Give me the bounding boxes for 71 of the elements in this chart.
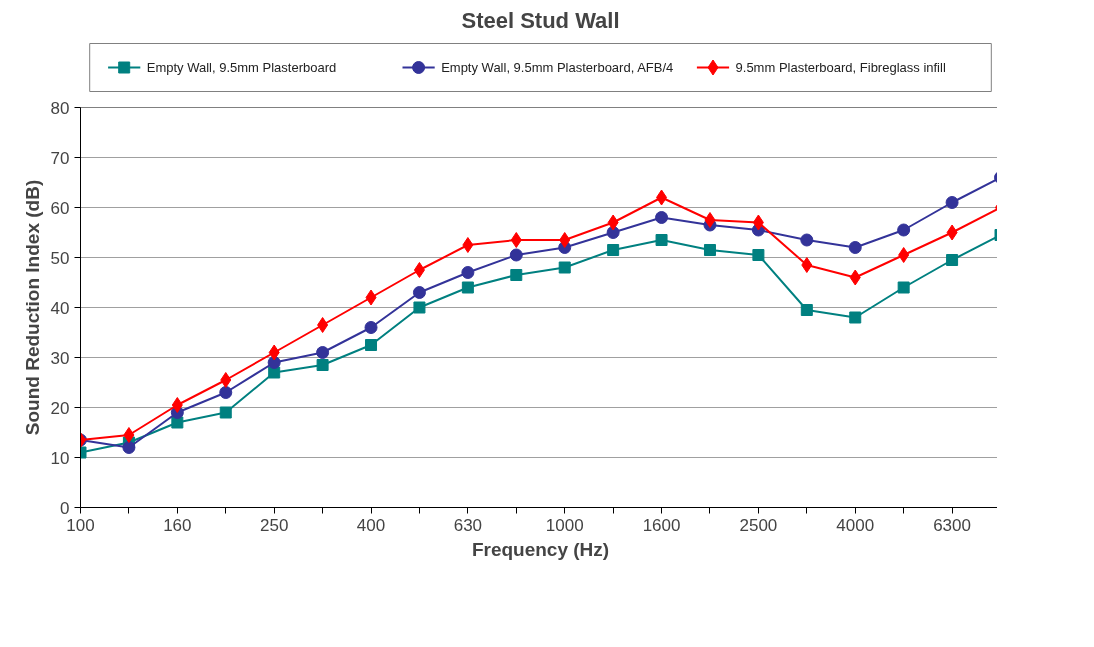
- point: [461, 266, 475, 279]
- point: [704, 212, 716, 228]
- point: [171, 397, 183, 413]
- y-tick-label: 80: [50, 98, 70, 118]
- point: [898, 247, 910, 263]
- point: [607, 214, 619, 231]
- point: [655, 234, 668, 246]
- x-axis-title: Frequency (Hz): [471, 538, 610, 560]
- point: [316, 359, 329, 371]
- point: [122, 441, 136, 454]
- point: [848, 241, 862, 254]
- point: [752, 249, 765, 261]
- point: [656, 189, 668, 206]
- x-tick-label: 1600: [642, 515, 681, 535]
- point: [509, 248, 523, 262]
- point: [413, 301, 426, 314]
- legend-label: 9.5mm Plasterboard, Fibreglass infill: [735, 60, 946, 75]
- legend-label: Empty Wall, 9.5mm Plasterboard: [146, 60, 337, 75]
- x-tick-label: 250: [260, 515, 289, 535]
- point: [510, 269, 523, 281]
- y-axis-title: Sound Reduction Index (dB): [21, 179, 43, 436]
- x-tick-label: 100: [66, 515, 95, 535]
- legend-label: Empty Wall, 9.5mm Plasterboard, AFB/4: [441, 60, 674, 75]
- point: [849, 269, 861, 286]
- point: [752, 214, 764, 231]
- y-tick-label: 10: [50, 448, 70, 468]
- point: [946, 254, 959, 266]
- point: [558, 261, 571, 274]
- point: [607, 244, 620, 256]
- point: [219, 386, 233, 399]
- point: [655, 211, 669, 224]
- point: [606, 226, 620, 239]
- point: [462, 237, 474, 253]
- y-tick-label: 50: [50, 248, 70, 268]
- x-tick-label: 1000: [545, 515, 584, 535]
- x-tick-label: 4000: [836, 515, 875, 535]
- y-tick-label: 30: [50, 348, 70, 368]
- point: [849, 311, 862, 324]
- point: [897, 281, 910, 294]
- point: [461, 281, 474, 294]
- point: [220, 372, 232, 388]
- y-tick-label: 20: [50, 398, 70, 418]
- point: [801, 257, 813, 273]
- x-tick-label: 400: [356, 515, 386, 535]
- point: [510, 232, 522, 248]
- point: [800, 233, 814, 247]
- point: [412, 286, 426, 299]
- x-tick-label: 160: [163, 515, 192, 535]
- point: [945, 196, 959, 209]
- chart-title: Steel Stud Wall: [461, 7, 620, 33]
- y-tick-label: 40: [50, 298, 70, 318]
- point: [316, 346, 330, 359]
- x-tick-label: 630: [453, 515, 483, 535]
- y-tick-label: 0: [60, 498, 70, 518]
- y-tick-label: 70: [50, 148, 70, 168]
- point: [897, 223, 911, 237]
- x-tick-label: 2500: [739, 515, 778, 535]
- point: [268, 344, 280, 361]
- point: [800, 304, 813, 316]
- point: [413, 262, 425, 278]
- point: [123, 427, 135, 443]
- point: [946, 224, 958, 241]
- point: [559, 232, 571, 248]
- point: [219, 406, 232, 419]
- x-tick-label: 6300: [933, 515, 971, 535]
- point: [365, 339, 378, 351]
- y-tick-label: 60: [50, 198, 70, 218]
- point: [703, 244, 716, 256]
- point: [317, 317, 329, 333]
- point: [364, 321, 378, 334]
- point: [365, 289, 377, 306]
